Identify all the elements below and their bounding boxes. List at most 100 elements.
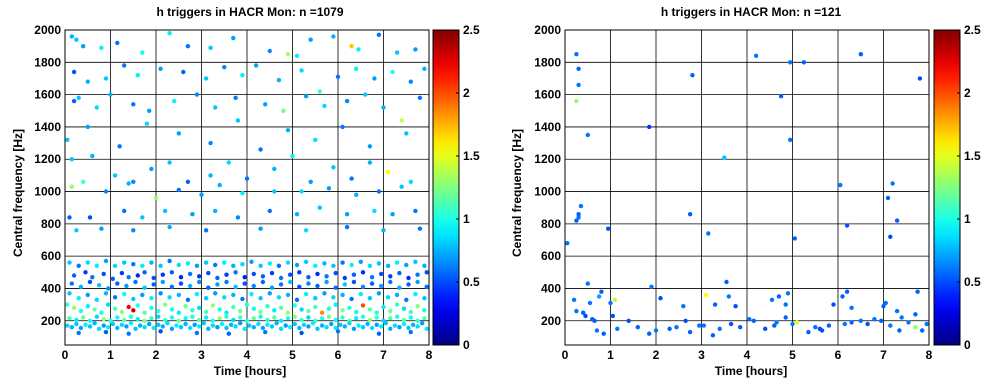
x-tick-label: 2 bbox=[153, 348, 160, 362]
x-tick-label: 0 bbox=[562, 348, 569, 362]
data-point bbox=[883, 300, 888, 306]
data-point bbox=[587, 300, 593, 306]
data-point bbox=[410, 322, 416, 327]
data-point bbox=[408, 79, 413, 84]
data-point bbox=[281, 108, 286, 114]
y-tick-label: 1800 bbox=[534, 55, 561, 69]
data-point bbox=[176, 310, 181, 315]
data-point bbox=[347, 305, 352, 310]
data-point bbox=[574, 98, 579, 104]
data-point bbox=[724, 279, 729, 285]
data-point bbox=[379, 283, 384, 289]
data-point bbox=[322, 261, 327, 266]
data-point bbox=[149, 316, 154, 321]
data-point bbox=[288, 325, 293, 330]
data-point bbox=[240, 191, 245, 196]
data-point bbox=[388, 326, 393, 331]
data-point bbox=[71, 305, 77, 310]
data-point bbox=[263, 329, 268, 335]
data-point bbox=[313, 263, 318, 268]
data-point bbox=[76, 330, 81, 336]
data-point bbox=[83, 270, 88, 275]
data-point bbox=[813, 325, 818, 330]
data-point bbox=[142, 310, 147, 315]
data-point bbox=[126, 304, 131, 310]
data-point bbox=[131, 262, 136, 267]
data-point bbox=[90, 275, 95, 280]
y-tick-label: 2000 bbox=[34, 23, 61, 37]
data-point bbox=[74, 37, 79, 42]
data-point bbox=[292, 303, 297, 308]
data-point bbox=[778, 94, 784, 99]
data-point bbox=[594, 328, 600, 333]
data-point bbox=[733, 304, 738, 309]
data-point bbox=[260, 279, 266, 285]
data-point bbox=[319, 323, 325, 328]
data-point bbox=[344, 224, 350, 230]
data-point bbox=[256, 321, 261, 327]
data-point bbox=[112, 306, 118, 311]
data-point bbox=[585, 281, 590, 286]
data-point bbox=[222, 295, 227, 300]
data-point bbox=[135, 273, 140, 278]
data-point bbox=[894, 308, 900, 314]
data-point bbox=[71, 98, 77, 104]
data-point bbox=[297, 270, 302, 275]
y-tick-label: 600 bbox=[541, 249, 561, 263]
data-point bbox=[233, 284, 238, 289]
y-tick-label: 400 bbox=[541, 281, 561, 295]
data-point bbox=[285, 260, 291, 265]
data-point bbox=[67, 291, 72, 296]
data-point bbox=[285, 310, 291, 315]
data-point bbox=[78, 284, 84, 289]
data-point bbox=[176, 131, 181, 136]
data-point bbox=[190, 314, 195, 319]
data-point bbox=[369, 275, 375, 280]
data-point bbox=[794, 320, 800, 325]
data-point bbox=[231, 35, 236, 41]
data-point bbox=[99, 310, 104, 315]
data-point bbox=[299, 317, 304, 323]
data-point bbox=[135, 317, 140, 322]
data-point bbox=[203, 260, 209, 265]
data-point bbox=[424, 326, 429, 331]
data-point bbox=[124, 324, 129, 329]
data-point bbox=[340, 260, 345, 265]
data-point bbox=[367, 307, 373, 312]
data-point bbox=[197, 274, 202, 279]
data-point bbox=[96, 326, 102, 331]
data-point bbox=[763, 326, 768, 331]
data-point bbox=[374, 315, 379, 320]
data-point bbox=[106, 286, 111, 291]
data-point bbox=[185, 44, 191, 49]
data-point bbox=[217, 316, 222, 321]
data-point bbox=[915, 289, 920, 294]
data-point bbox=[131, 228, 136, 233]
data-point bbox=[187, 325, 193, 331]
data-point bbox=[338, 322, 343, 327]
data-point bbox=[269, 285, 275, 290]
plot-area: 0 1 2 3 4 5 6 7 8 200 400 600 800 1000 1200 1400 1600 180… bbox=[534, 23, 932, 362]
data-point bbox=[87, 324, 93, 329]
data-point bbox=[422, 308, 427, 313]
data-point bbox=[142, 318, 147, 323]
y-tick-label: 600 bbox=[41, 249, 61, 263]
data-point bbox=[394, 292, 400, 298]
data-point bbox=[888, 323, 893, 328]
data-point bbox=[126, 275, 131, 280]
data-point bbox=[158, 66, 163, 72]
data-point bbox=[826, 323, 832, 328]
data-point bbox=[294, 212, 300, 217]
data-point bbox=[258, 296, 263, 301]
data-point bbox=[106, 325, 111, 330]
data-point bbox=[231, 304, 236, 310]
data-point bbox=[401, 306, 407, 311]
data-point bbox=[201, 321, 206, 326]
data-point bbox=[363, 92, 368, 97]
data-point bbox=[131, 179, 136, 184]
data-point bbox=[74, 321, 79, 327]
data-point bbox=[897, 328, 902, 333]
data-point bbox=[165, 321, 170, 326]
data-point bbox=[340, 315, 345, 320]
data-point bbox=[674, 325, 679, 330]
